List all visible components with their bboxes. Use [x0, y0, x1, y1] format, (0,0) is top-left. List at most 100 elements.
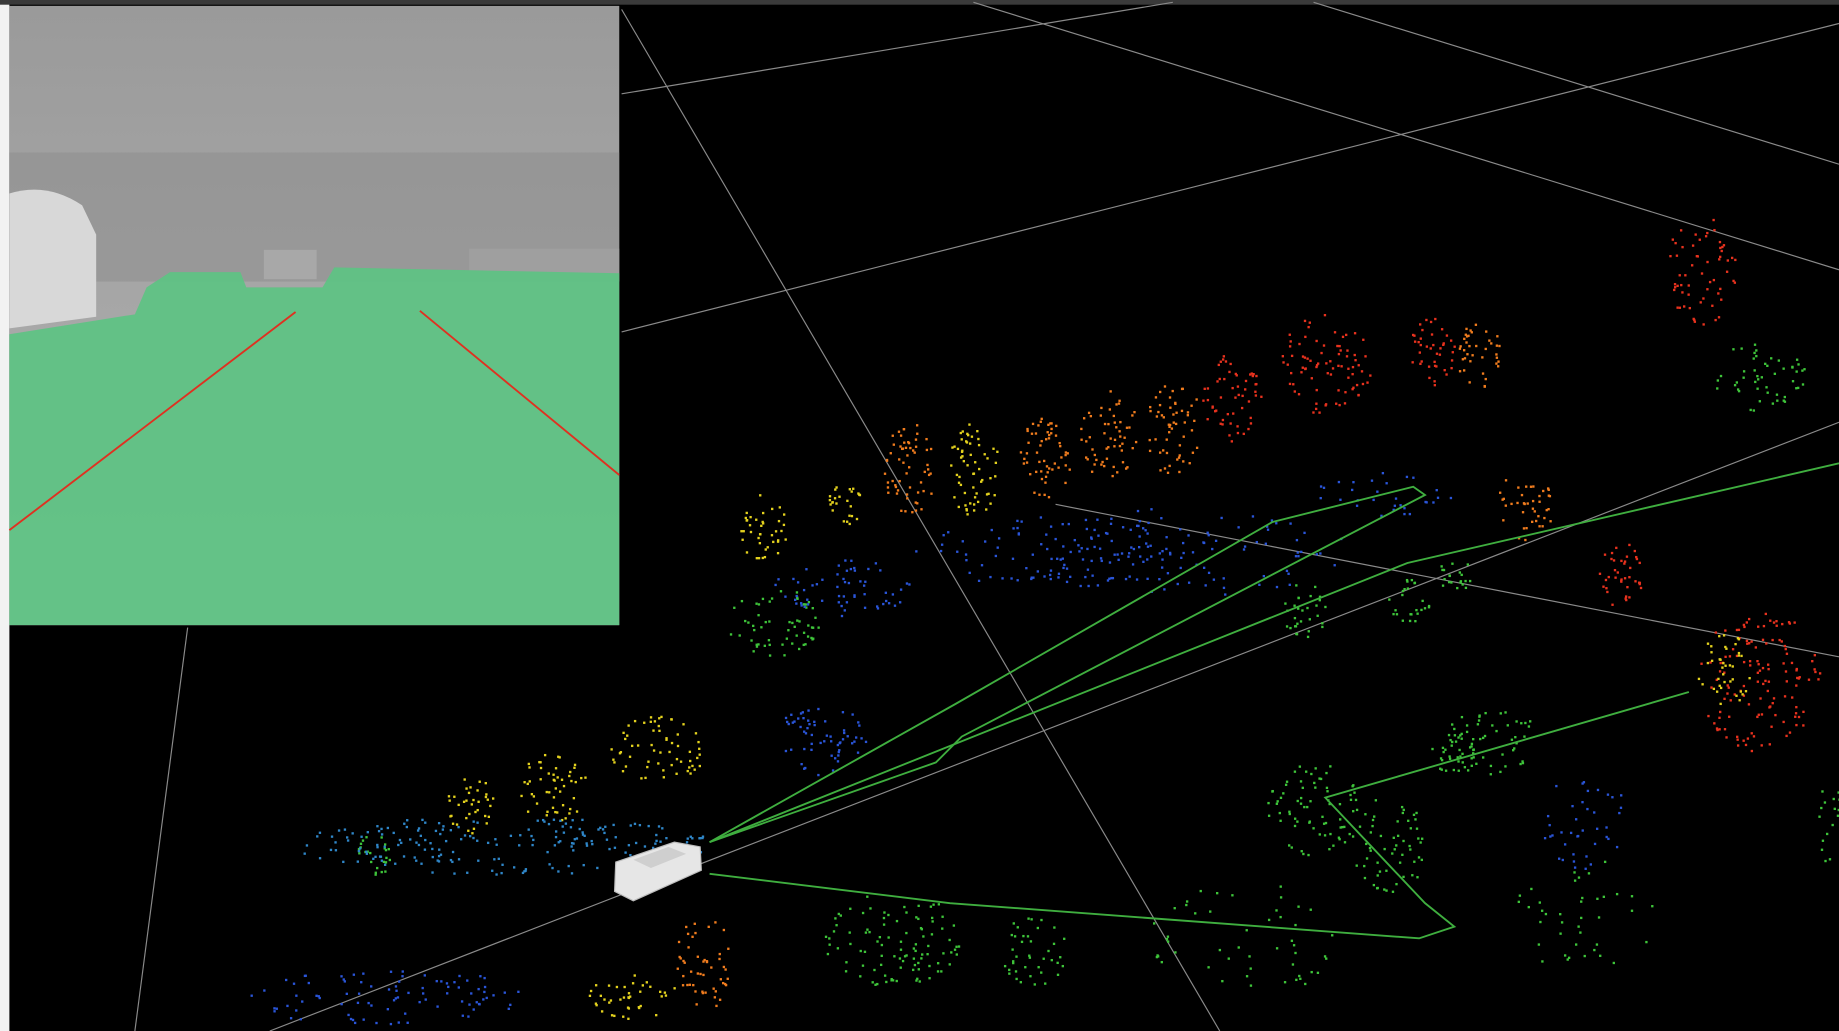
lidar-point [650, 743, 653, 747]
lidar-point [778, 506, 781, 509]
lidar-point [360, 981, 363, 984]
lidar-point [966, 432, 969, 436]
lidar-point [376, 866, 379, 870]
lidar-point [1466, 563, 1469, 566]
lidar-point [1254, 390, 1257, 393]
lidar-point [1719, 287, 1722, 291]
lidar-point [977, 443, 981, 447]
lidar-point [569, 770, 572, 774]
lidar-point [1603, 860, 1607, 864]
lidar-point [1731, 648, 1735, 651]
lidar-point [1687, 293, 1690, 296]
lidar-point [1639, 586, 1643, 590]
lidar-point [1757, 378, 1760, 381]
lidar-point [590, 839, 593, 843]
lidar-point [1185, 900, 1189, 903]
lidar-point [1045, 533, 1048, 536]
lidar-point [1293, 604, 1296, 607]
lidar-point [376, 846, 379, 849]
lidar-point [1166, 572, 1170, 575]
lidar-point [1719, 374, 1723, 378]
lidar-point [1459, 581, 1462, 584]
lidar-point [1289, 522, 1292, 525]
lidar-point [1504, 711, 1507, 714]
lidar-point [777, 539, 780, 542]
lidar-point [546, 810, 549, 813]
lidar-point [919, 926, 923, 930]
lidar-point [1328, 848, 1331, 851]
lidar-point [802, 631, 806, 634]
lidar-point [1708, 280, 1712, 284]
lidar-point [250, 994, 253, 997]
lidar-point [1462, 349, 1466, 352]
lidar-point [842, 520, 846, 523]
lidar-point [768, 654, 772, 657]
lidar-point [810, 748, 813, 752]
lidar-point [1034, 432, 1038, 435]
lidar-point [1168, 396, 1172, 399]
lidar-point [351, 1018, 355, 1022]
lidar-point [713, 996, 717, 999]
lidar-point [814, 616, 817, 619]
lidar-point [914, 438, 918, 441]
lidar-point [911, 968, 915, 972]
lidar-point [1821, 839, 1825, 842]
lidar-point [1774, 713, 1777, 717]
lidar-point [439, 832, 442, 836]
lidar-point [1764, 362, 1767, 366]
lidar-point [1547, 488, 1550, 491]
lidar-point [1139, 555, 1142, 558]
lidar-point [786, 720, 789, 724]
lidar-point [1333, 331, 1337, 334]
lidar-point [1693, 320, 1697, 323]
lidar-point [1440, 768, 1443, 771]
lidar-point [1724, 655, 1727, 659]
lidar-point [626, 734, 629, 737]
lidar-point [1128, 552, 1131, 555]
lidar-point [1716, 728, 1719, 732]
lidar-point [1628, 576, 1631, 579]
lidar-point [1413, 334, 1416, 337]
lidar-point [1183, 421, 1186, 424]
lidar-point [974, 461, 977, 464]
lidar-point [1046, 471, 1049, 474]
lidar-point [441, 828, 445, 831]
lidar-point [1119, 420, 1122, 424]
lidar-point [318, 996, 321, 1000]
lidar-point [1315, 388, 1318, 392]
lidar-point [886, 481, 890, 484]
lidar-point [1049, 577, 1052, 581]
lidar-point [469, 835, 472, 838]
lidar-point [439, 853, 443, 856]
lidar-point [1376, 490, 1379, 493]
lidar-point [1610, 557, 1613, 561]
lidar-point [1048, 467, 1051, 470]
lidar-point [854, 736, 858, 739]
lidar-point [1322, 486, 1326, 489]
lidar-point [895, 919, 899, 923]
lidar-point [906, 497, 909, 500]
lidar-point [467, 1015, 470, 1018]
lidar-point [676, 967, 679, 970]
lidar-point [1538, 500, 1541, 503]
lidar-point [1271, 790, 1274, 793]
lidar-point [916, 977, 919, 980]
lidar-point [1515, 742, 1518, 745]
lidar-point [1100, 406, 1103, 410]
lidar-point [1055, 424, 1058, 428]
lidar-point [1292, 944, 1296, 947]
lidar-point [398, 980, 401, 983]
lidar-point [1276, 800, 1279, 803]
lidar-point [837, 601, 840, 604]
lidar-point [771, 507, 774, 511]
lidar-point [1521, 761, 1525, 765]
lidar-point [915, 979, 918, 982]
lidar-point [807, 601, 811, 604]
lidar-point [1416, 876, 1419, 879]
lidar-point [1008, 968, 1011, 972]
lidar-point [658, 717, 661, 720]
lidar-point [1734, 258, 1737, 262]
lidar-point [1275, 802, 1279, 805]
lidar-point [807, 709, 810, 712]
lidar-point [1236, 385, 1240, 388]
